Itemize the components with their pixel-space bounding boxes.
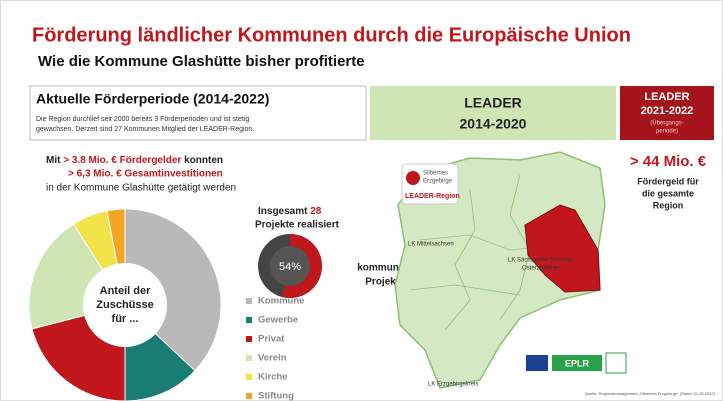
legend: Kommune Gewerbe Privat Verein Kirche Stiftung (246, 296, 304, 401)
leader-label: LEADER (464, 95, 522, 111)
legend-swatch (246, 393, 252, 399)
district-label: LK Mittelsachsen (408, 242, 454, 248)
title: Förderung ländlicher Kommunen durch die … (32, 24, 631, 46)
pie-center-label: Zuschüsse (96, 299, 153, 311)
eplr-badge (552, 355, 602, 371)
district-label: Osterzgebirge (522, 266, 560, 272)
funding-investment: > 6,3 Mio. € Gesamtinvestitionen (68, 169, 223, 180)
region-text: Fördergeld für (637, 176, 699, 186)
projects-count: 28 (310, 206, 322, 217)
pie-center (83, 263, 167, 347)
pie: Anteil der Zuschüsse für ... (28, 208, 222, 401)
donut-caption: Projekte (365, 277, 405, 288)
legend-label: Kommune (258, 296, 304, 307)
legend-swatch (246, 374, 252, 380)
logo-region: LEADER-Region (405, 193, 460, 200)
logo-text: Erzgebirge (423, 179, 453, 185)
legend-swatch (246, 317, 252, 323)
district-label: LK Sächsische Schweiz- (508, 258, 574, 264)
donut-label: 54% (279, 261, 301, 273)
leader-next-note: periode) (656, 129, 678, 135)
source: Quelle: Regionalmanagement „Silbernes Er… (585, 391, 716, 396)
logo-text: Silbernes (423, 171, 448, 177)
legend-label: Kirche (258, 372, 288, 383)
pie-slice (124, 208, 222, 372)
leader-next-label: LEADER (644, 91, 689, 103)
legend-label: Verein (258, 353, 287, 364)
donut (258, 233, 322, 298)
leader-logo (605, 352, 627, 374)
region-amount: > 44 Mio. € (630, 153, 707, 170)
period-text: gewachsen. Derzeit sind 27 Kommunen Mitg… (36, 126, 254, 133)
leader-next-box (620, 86, 714, 140)
projects-prefix: Insgesamt (258, 206, 308, 217)
pie-center-label: Anteil der (100, 285, 151, 297)
legend-label: Stiftung (258, 391, 294, 401)
legend-swatch (246, 336, 252, 342)
pie-center-label: für ... (112, 313, 139, 325)
map-highlight (524, 204, 601, 293)
period-heading: Aktuelle Förderperiode (2014-2022) (36, 91, 269, 107)
funding-text: Mit > 3.8 Mio. € Fördergelder konnten (46, 155, 223, 166)
region-text: Region (653, 200, 684, 210)
legend-label: Gewerbe (258, 315, 298, 326)
donut-hole (270, 246, 310, 286)
subtitle: Wie die Kommune Glashütte bisher profiti… (38, 53, 365, 70)
eu-flag (526, 355, 548, 371)
funding-amount: > 3.8 Mio. € Fördergelder (63, 155, 181, 166)
legend-swatch (246, 298, 252, 304)
eplr-text: EPLR (565, 358, 590, 368)
projects-line: Insgesamt 28 (258, 206, 322, 217)
region-text: die gesamte (642, 188, 694, 198)
funding-suffix: in der Kommune Glashütte getätigt werden (46, 183, 236, 194)
district-label: LK Erzgebirgskreis (428, 382, 478, 388)
logo-icon (406, 171, 420, 185)
period-text: Die Region durchlief seit 2000 bereits 3… (36, 116, 249, 123)
period-box (29, 85, 367, 141)
leader-next-years: 2021-2022 (641, 105, 694, 117)
donut-caption: kommunale (357, 263, 413, 274)
legend-swatch (246, 355, 252, 361)
legend-label: Privat (258, 334, 285, 345)
leader-box (370, 86, 616, 140)
funding-middle: konnten (184, 155, 223, 166)
funding-prefix: Mit (46, 155, 61, 166)
leader-next-note: (Übergangs- (650, 120, 683, 127)
leader-years: 2014-2020 (460, 116, 527, 132)
projects-suffix: Projekte realisiert (255, 220, 340, 231)
